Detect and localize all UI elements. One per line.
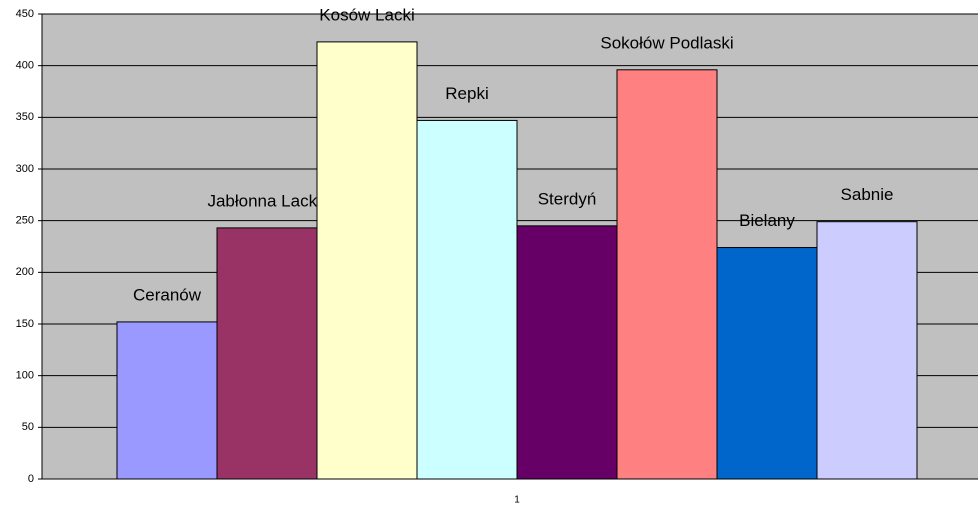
y-tick-label: 400 — [16, 60, 34, 72]
bar — [316, 41, 418, 480]
bar — [516, 225, 618, 480]
bar — [216, 227, 318, 480]
bar — [416, 119, 518, 480]
y-tick-label: 100 — [16, 370, 34, 382]
bar — [616, 69, 718, 480]
y-tick-label: 200 — [16, 266, 34, 278]
data-label: Ceranów — [133, 285, 202, 304]
data-label: Repki — [445, 84, 488, 103]
y-tick-label: 0 — [28, 473, 34, 485]
y-tick-label: 300 — [16, 163, 34, 175]
y-tick-label: 150 — [16, 318, 34, 330]
bar — [816, 221, 918, 480]
y-tick-label: 250 — [16, 215, 34, 227]
data-label: Sabnie — [841, 185, 894, 204]
data-label: Sokołów Podlaski — [600, 33, 733, 52]
data-label: Bielany — [739, 211, 795, 230]
data-label: Sterdyń — [538, 189, 597, 208]
x-tick-label: 1 — [514, 495, 520, 506]
bar — [716, 247, 818, 480]
data-label: Kosów Lacki — [319, 5, 414, 24]
bar — [116, 321, 218, 480]
y-tick-label: 50 — [22, 421, 34, 433]
data-label: Jabłonna Lacka — [207, 191, 327, 210]
y-tick-label: 350 — [16, 111, 34, 123]
y-tick-label: 450 — [16, 8, 34, 20]
